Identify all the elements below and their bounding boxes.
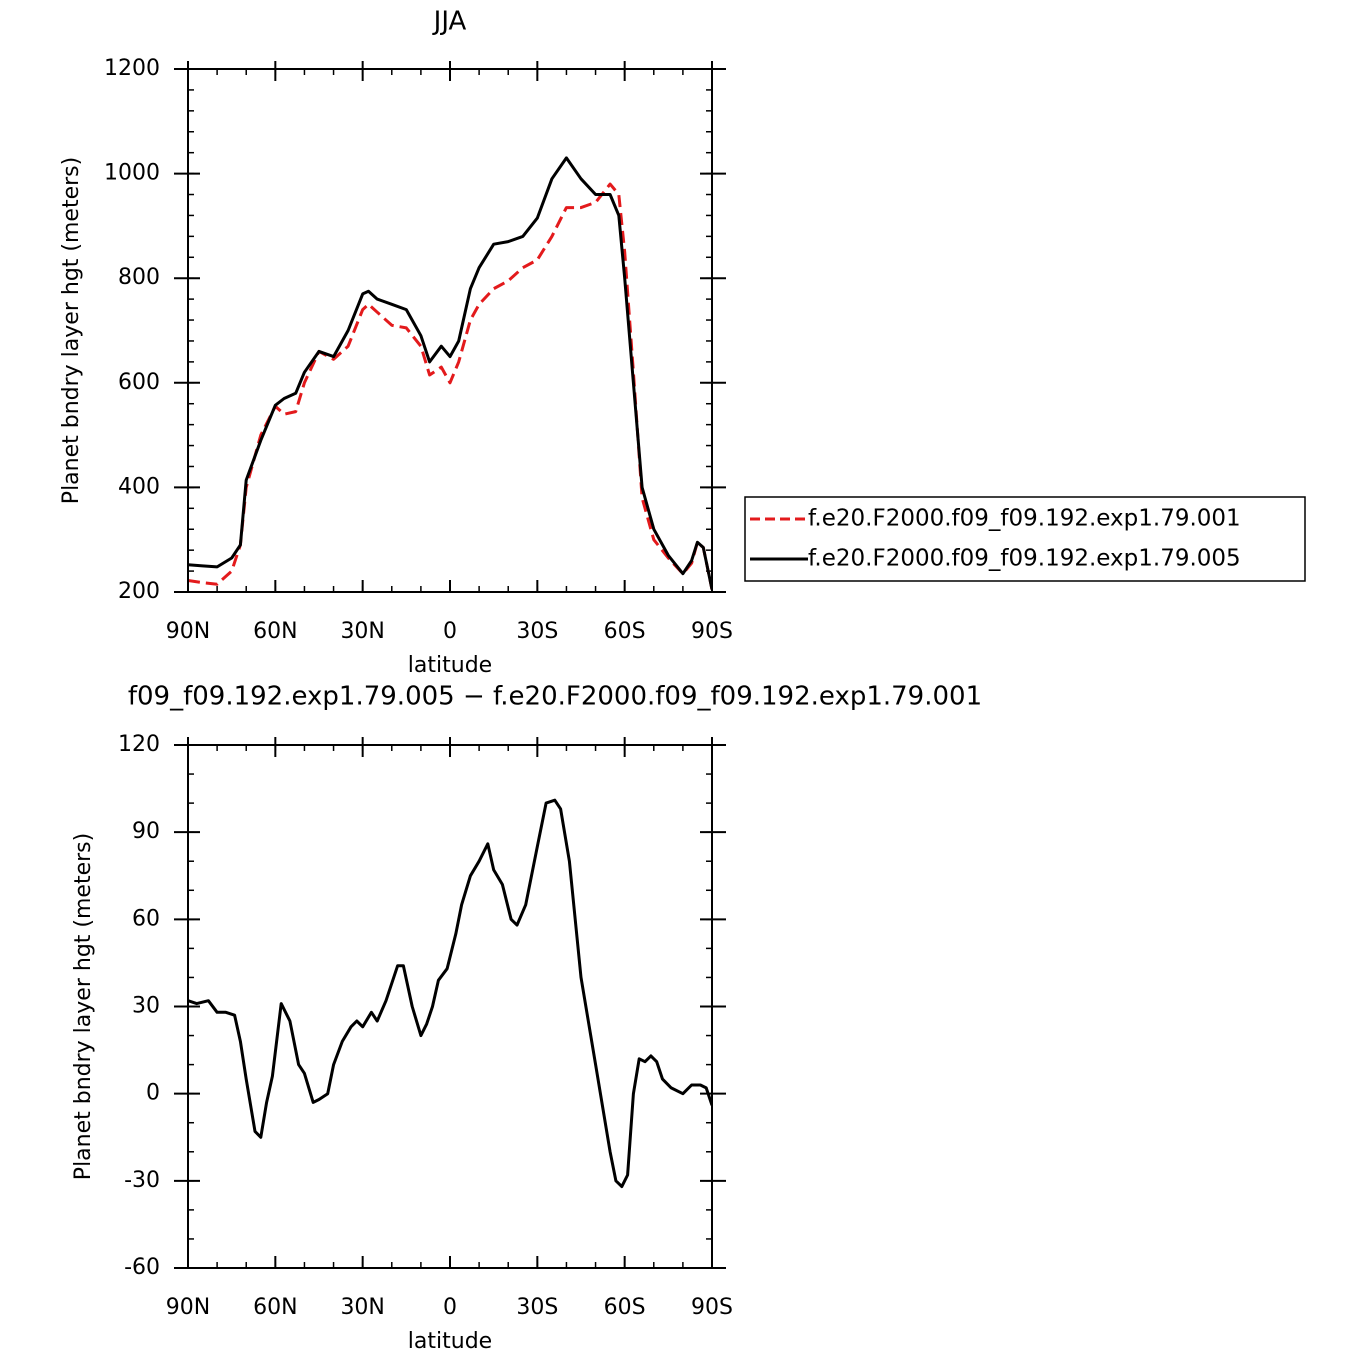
x-tick-label: 0: [443, 1295, 457, 1320]
series-line: [188, 798, 712, 1189]
y-tick-label: 200: [118, 579, 160, 604]
y-tick-label: -30: [124, 1168, 160, 1193]
x-tick-label: 90S: [691, 1295, 733, 1320]
x-tick-label: 60N: [253, 1295, 297, 1320]
y-tick-label: 30: [132, 994, 160, 1019]
y-axis-label: Planet bndry layer hgt (meters): [71, 833, 96, 1180]
y-tick-label: 600: [118, 370, 160, 395]
x-tick-label: 30N: [340, 1295, 384, 1320]
y-tick-label: 800: [118, 265, 160, 290]
y-tick-label: -60: [124, 1255, 160, 1280]
plot-frame: [187, 68, 713, 593]
x-axis-label: latitude: [408, 1329, 492, 1354]
legend-label: f.e20.F2000.f09_f09.192.exp1.79.005: [808, 546, 1241, 572]
x-tick-label: 30S: [516, 1295, 558, 1320]
y-tick-label: 120: [118, 732, 160, 757]
y-tick-label: 1200: [104, 56, 160, 81]
y-tick-label: 1000: [104, 161, 160, 186]
plot-frame: [187, 744, 713, 1269]
x-axis-label: latitude: [408, 653, 492, 678]
x-tick-label: 60S: [604, 619, 646, 644]
x-tick-label: 0: [443, 619, 457, 644]
x-tick-label: 90N: [166, 619, 210, 644]
chart-title: f09_f09.192.exp1.79.005 − f.e20.F2000.f0…: [128, 682, 982, 712]
chart-title: JJA: [432, 7, 467, 37]
series-line: [188, 156, 712, 590]
x-tick-label: 60S: [604, 1295, 646, 1320]
y-tick-label: 0: [146, 1081, 160, 1106]
legend-label: f.e20.F2000.f09_f09.192.exp1.79.001: [808, 506, 1241, 532]
y-tick-label: 400: [118, 474, 160, 499]
legend-box: [744, 496, 1306, 582]
x-tick-label: 90N: [166, 1295, 210, 1320]
x-tick-label: 30S: [516, 619, 558, 644]
y-tick-label: 90: [132, 819, 160, 844]
y-tick-label: 60: [132, 906, 160, 931]
y-axis-label: Planet bndry layer hgt (meters): [59, 157, 84, 504]
x-tick-label: 90S: [691, 619, 733, 644]
x-tick-label: 60N: [253, 619, 297, 644]
x-tick-label: 30N: [340, 619, 384, 644]
